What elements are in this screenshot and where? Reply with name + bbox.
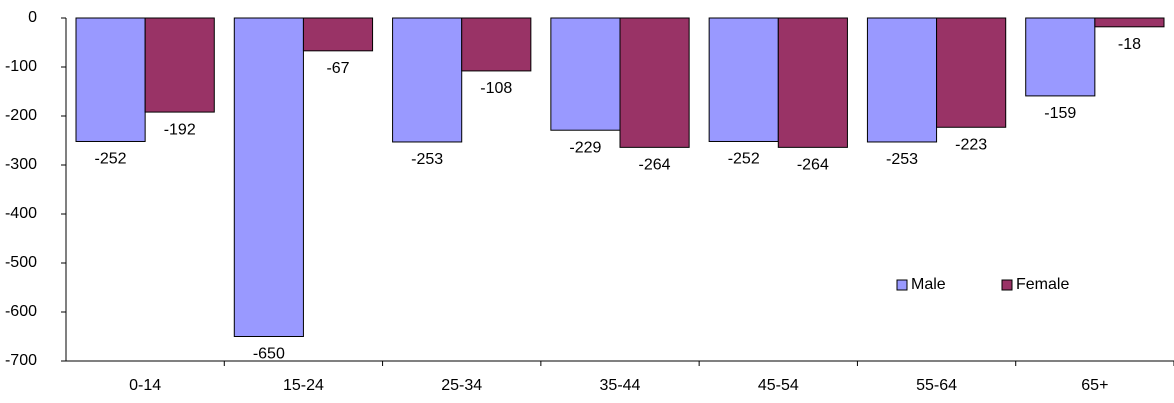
bar: [550, 17, 621, 131]
bar: [619, 17, 690, 148]
y-tick-label: -400: [5, 205, 37, 222]
legend-swatch: [896, 279, 908, 291]
x-tick-label: 35-44: [600, 377, 641, 394]
value-label: -253: [886, 151, 918, 168]
bar: [777, 17, 848, 148]
x-tick-label: 55-64: [916, 377, 957, 394]
y-tick-label: 0: [28, 9, 37, 26]
value-label: -264: [639, 157, 671, 174]
value-label: -252: [728, 151, 760, 168]
bar: [936, 17, 1007, 128]
bar: [1025, 17, 1096, 97]
bar: [302, 17, 374, 52]
y-tick-label: -200: [5, 107, 37, 124]
value-label: -252: [95, 151, 127, 168]
bar: [392, 17, 463, 143]
bar: [708, 17, 779, 142]
legend-label: Female: [1016, 276, 1069, 293]
x-tick-label: 15-24: [283, 377, 324, 394]
bar: [1094, 17, 1165, 28]
y-tick-label: -600: [5, 303, 37, 320]
bar: [144, 17, 215, 113]
legend-label: Male: [911, 276, 946, 293]
x-tick-label: 25-34: [441, 377, 482, 394]
value-label: -650: [253, 346, 285, 363]
bar: [75, 17, 146, 142]
value-label: -253: [411, 151, 443, 168]
value-label: -264: [797, 157, 829, 174]
value-label: -223: [955, 136, 987, 153]
value-label: -67: [326, 60, 349, 77]
x-tick-label: 65+: [1081, 377, 1108, 394]
bar: [461, 17, 532, 72]
bar: [866, 17, 938, 143]
x-tick-label: 45-54: [758, 377, 799, 394]
y-tick-label: -100: [5, 58, 37, 75]
value-label: -229: [569, 139, 601, 156]
x-tick-label: 0-14: [129, 377, 161, 394]
value-label: -159: [1044, 105, 1076, 122]
value-label: -192: [164, 121, 196, 138]
value-label: -108: [480, 80, 512, 97]
y-tick-label: -500: [5, 254, 37, 271]
y-tick-label: -300: [5, 156, 37, 173]
bar: [233, 17, 304, 337]
value-label: -18: [1118, 36, 1141, 53]
legend-swatch: [1001, 279, 1013, 291]
y-tick-label: -700: [5, 352, 37, 369]
